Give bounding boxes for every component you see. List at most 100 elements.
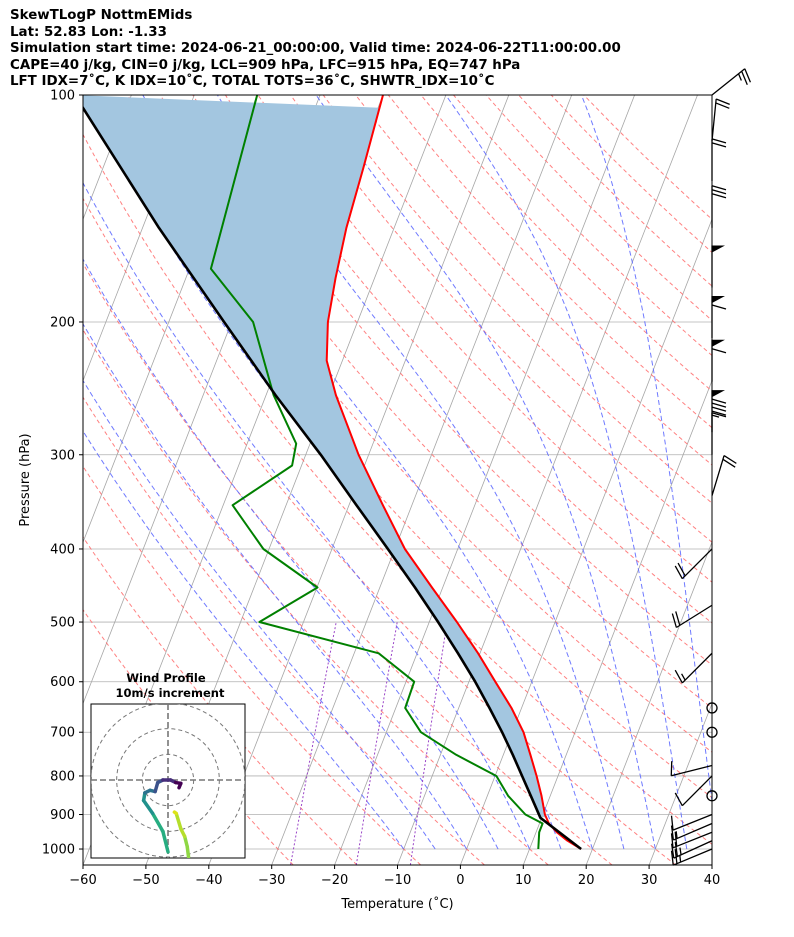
isotherm-line [397,95,698,865]
y-tick-label: 900 [50,808,75,823]
title-location: Lat: 52.83 Lon: -1.33 [10,24,167,40]
hodograph-segment [172,810,178,816]
isotherm-line [585,541,712,865]
wind-barb [674,548,713,580]
wind-barb [711,412,727,455]
wind-barb-calm [706,790,718,802]
mixing-ratio-line [409,621,448,865]
wind-barb [711,454,737,496]
isotherm-line [271,95,573,865]
wind-barb-calm [706,726,718,738]
dry-adiabat-line [192,95,712,666]
wind-barb-calm [706,702,718,714]
y-tick-label: 200 [50,315,75,330]
y-tick-label: 700 [50,726,75,741]
y-tick-label: 600 [50,675,75,690]
hodograph-segment [150,811,165,834]
x-tick-label: −50 [132,873,159,888]
wind-barb [711,138,727,181]
wind-barb [711,98,730,141]
moist-adiabat-line [83,430,405,850]
wind-barb [711,245,725,288]
isotherm-line [648,702,712,865]
wind-barb [711,339,727,382]
wind-barb [670,761,713,777]
wind-barb [670,822,713,841]
dry-adiabat-line [550,95,712,254]
wind-barb [711,295,727,338]
hodograph-segment [161,829,170,854]
dry-adiabat-line [83,536,358,865]
isotherm-line [83,95,195,382]
dry-adiabat-line [485,95,712,322]
dry-adiabat-line [355,95,712,466]
title-indices-2: LFT IDX=7˚C, K IDX=10˚C, TOTAL TOTS=36˚C… [10,74,495,90]
dry-adiabat-line [420,95,712,392]
wind-barb [670,840,713,859]
wind-barb [674,652,713,684]
parcel-line [83,105,582,851]
isotherm-line [522,379,712,865]
x-tick-label: −10 [384,873,411,888]
y-tick-label: 500 [50,616,75,631]
axes: −60 −50 −40 −30 −20 −10 0 10 20 30 40 1000 900 800 700… [18,89,720,913]
moist-adiabat-line [216,95,625,850]
hodograph-subtitle: 10m/s increment [116,686,225,700]
hodograph-title: Wind Profile [126,671,206,685]
title-indices-1: CAPE=40 j/kg, CIN=0 j/kg, LCL=909 hPa, L… [10,57,521,73]
mixing-ratio-line [355,621,398,865]
dry-adiabat-line [83,465,422,865]
moist-adiabat-line [83,181,530,850]
dry-adiabat-line [83,262,613,865]
x-tick-label: −40 [195,873,222,888]
x-axis-label: Temperature (˚C) [340,896,453,912]
isotherm-line [711,863,712,865]
dry-adiabat-line [453,95,712,357]
y-tick-label: 1000 [42,843,75,858]
hodograph-segment [177,781,183,790]
wind-barb [674,775,713,807]
y-tick-label: 400 [50,542,75,557]
moist-adiabat-line [142,95,593,850]
chart-title: SkewTLogP NottmEMids Lat: 52.83 Lon: -1.… [10,8,621,91]
isotherm-line [0,95,69,865]
x-tick-label: −30 [258,873,285,888]
moist-adiabat-line [580,95,712,806]
dry-adiabat-line [83,328,549,865]
y-axis-label: Pressure (hPa) [18,433,33,526]
x-tick-label: −60 [69,873,96,888]
moist-adiabat-line [83,258,499,850]
hodograph-segment [182,834,189,849]
hodograph-plot [91,704,245,858]
mixing-ratio-line [290,621,337,865]
dewpoint-line [209,95,544,850]
moist-adiabat-line [83,379,436,850]
wind-barb [670,848,713,866]
wind-barb [670,813,713,831]
y-tick-label: 300 [50,448,75,463]
hodograph-segment [174,811,183,831]
x-tick-label: −20 [321,873,348,888]
title-times: Simulation start time: 2024-06-21_00:00:… [10,41,621,57]
dry-adiabat-line [583,95,712,220]
profile-layer [83,95,582,851]
x-tick-label: 40 [704,873,721,888]
cape-area [83,95,547,818]
wind-barb [711,390,727,433]
temperature-line [325,95,582,850]
moist-adiabat-line [83,323,468,850]
dry-adiabat-line [290,95,712,543]
x-tick-label: 30 [641,873,658,888]
wind-barb [711,185,727,228]
dry-adiabat-line [83,197,677,865]
y-tick-label: 100 [50,89,75,104]
dry-adiabat-line [83,396,485,865]
isotherm-line [0,95,6,865]
x-tick-label: 10 [515,873,532,888]
wind-barbs [670,68,752,866]
moist-adiabat-line [445,95,688,850]
dry-adiabat-line [518,95,712,287]
hodograph-segment [141,798,155,816]
